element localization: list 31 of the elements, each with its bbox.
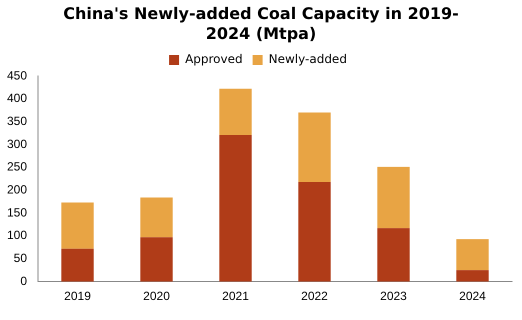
y-tick-label: 450 <box>6 68 28 82</box>
bar <box>456 270 489 282</box>
y-tick-label: 250 <box>6 160 28 174</box>
bar <box>61 248 94 282</box>
y-tick-label: 200 <box>6 182 28 197</box>
x-tick-label: 2020 <box>143 289 170 304</box>
x-tick-label: 2023 <box>380 289 408 304</box>
y-tick-label: 150 <box>6 205 28 220</box>
y-tick-label: 300 <box>6 136 28 151</box>
x-tick-label: 2022 <box>301 289 328 304</box>
bar <box>61 202 94 249</box>
y-tick-label: 400 <box>6 91 28 106</box>
bar <box>219 88 252 135</box>
legend-label: Approved <box>185 52 243 66</box>
bar <box>298 112 331 182</box>
bar <box>140 237 173 282</box>
bar <box>298 182 331 282</box>
x-tick-label: 2021 <box>222 289 250 304</box>
y-tick-label: 0 <box>20 274 28 288</box>
bar <box>219 134 252 282</box>
chart-title: China's Newly-added Coal Capacity in 2019-2024 (Mtpa) <box>62 4 460 44</box>
y-tick-label: 100 <box>6 228 28 242</box>
bar <box>140 198 173 238</box>
x-tick-label: 2019 <box>64 289 92 304</box>
y-tick-label: 350 <box>6 114 28 128</box>
bar <box>456 239 489 270</box>
bar <box>377 228 410 282</box>
legend-label: Newly-added <box>268 52 347 66</box>
y-tick-label: 50 <box>14 251 28 266</box>
x-tick-label: 2024 <box>459 289 486 304</box>
bar <box>377 166 410 228</box>
